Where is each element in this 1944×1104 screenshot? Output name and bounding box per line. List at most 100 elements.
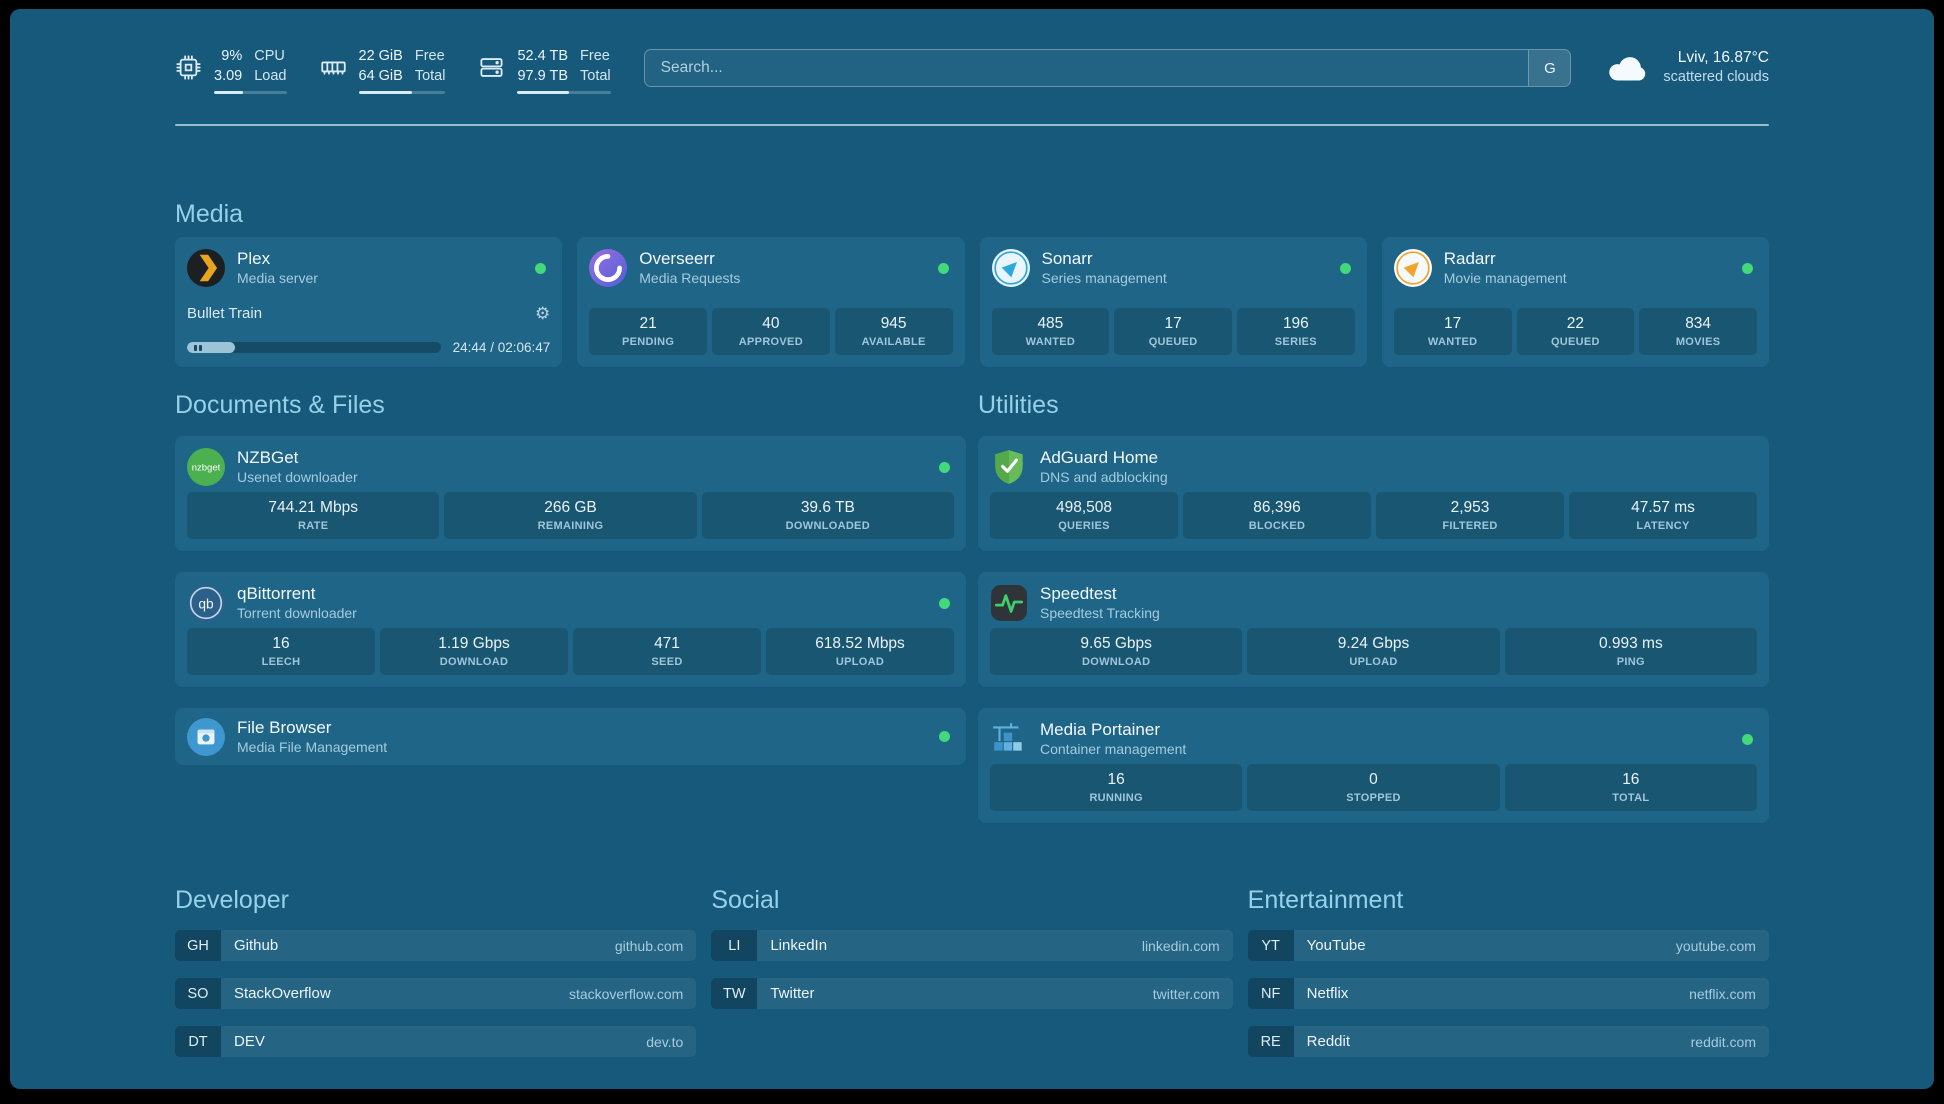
weather-widget[interactable]: Lviv, 16.87°C scattered clouds — [1604, 48, 1769, 87]
stat-tile: 17 QUEUED — [1114, 308, 1232, 355]
filebrowser-icon — [187, 717, 225, 756]
service-desc: Media Requests — [639, 270, 741, 286]
stat-tile: 22 QUEUED — [1516, 308, 1635, 355]
bookmark-abbr: YT — [1247, 930, 1294, 961]
stat-tile: 17 WANTED — [1393, 308, 1512, 355]
stat-tile: 2,953 FILTERED — [1376, 492, 1564, 539]
cloud-icon — [1604, 52, 1650, 84]
cpu-icon — [175, 46, 202, 81]
stat-tile: 471 SEED — [573, 628, 761, 675]
service-desc: DNS and adblocking — [1040, 469, 1168, 485]
bookmark-domain: netflix.com — [1689, 985, 1756, 1002]
playback-time: 24:44 / 02:06:47 — [452, 340, 551, 355]
service-desc: Series management — [1041, 270, 1167, 286]
stat-tile: 0 STOPPED — [1247, 764, 1500, 811]
stat-tile: 945 AVAILABLE — [834, 308, 953, 355]
search-provider-button[interactable]: G — [1528, 50, 1571, 86]
section-title-media: Media — [175, 200, 244, 228]
status-dot — [535, 262, 547, 274]
service-name: AdGuard Home — [1040, 448, 1159, 467]
service-card-filebrowser[interactable]: File Browser Media File Management — [175, 708, 966, 765]
service-name: qBittorrent — [237, 584, 316, 603]
service-card-overseerr[interactable]: Overseerr Media Requests 21 PENDING 40 APP… — [577, 237, 965, 367]
bookmark-abbr: RE — [1247, 1026, 1294, 1057]
bookmark-group-title: Entertainment — [1247, 886, 1404, 914]
cpu-usage-bar — [214, 91, 287, 94]
status-dot — [1742, 733, 1753, 745]
disk-usage-bar-fill — [517, 91, 569, 94]
playback-progress-bar[interactable] — [187, 342, 441, 353]
service-name: Media Portainer — [1040, 720, 1161, 739]
disk-total-value: 97.9 TB — [517, 68, 569, 84]
memory-free-label: Free — [414, 48, 445, 64]
bookmark-netflix[interactable]: NF Netflix netflix.com — [1247, 978, 1769, 1009]
dashboard-screen: 9% 3.09 CPU Load — [10, 9, 1934, 1089]
service-card-speedtest[interactable]: Speedtest Speedtest Tracking 9.65 Gbps DO… — [978, 572, 1769, 687]
service-name: Plex — [237, 249, 271, 268]
service-card-qbittorrent[interactable]: qb qBittorrent Torrent downloader 16 LEEC… — [175, 572, 966, 687]
service-desc: Media server — [237, 270, 318, 286]
bookmark-youtube[interactable]: YT YouTube youtube.com — [1247, 930, 1769, 961]
service-card-radarr[interactable]: Radarr Movie management 17 WANTED 22 QUEUE… — [1381, 237, 1769, 367]
bookmark-abbr: NF — [1247, 978, 1294, 1009]
bookmark-stackoverflow[interactable]: SO StackOverflow stackoverflow.com — [175, 978, 697, 1009]
bookmark-github[interactable]: GH Github github.com — [175, 930, 697, 961]
bookmark-twitter[interactable]: TW Twitter twitter.com — [711, 978, 1233, 1009]
utilities-column: Utilities AdGuard Home DNS and adblockin… — [978, 390, 1769, 823]
service-desc: Container management — [1040, 741, 1187, 757]
service-card-adguard[interactable]: AdGuard Home DNS and adblocking 498,508 Q… — [978, 436, 1769, 551]
gear-icon[interactable]: ⚙ — [535, 304, 551, 323]
stat-tile: 47.57 ms LATENCY — [1569, 492, 1757, 539]
bookmark-name: Netflix — [1306, 985, 1349, 1002]
memory-icon — [320, 46, 347, 81]
stat-tile: 196 SERIES — [1237, 308, 1355, 355]
service-card-plex[interactable]: Plex Media server Bullet Train ⚙ 24:44 /… — [175, 237, 563, 367]
memory-total-value: 64 GiB — [358, 68, 403, 84]
bookmark-linkedin[interactable]: LI LinkedIn linkedin.com — [711, 930, 1233, 961]
bookmark-group-developer: Developer GH Github github.com SO StackOv… — [175, 885, 697, 1074]
svg-text:qb: qb — [198, 596, 214, 611]
cpu-usage-bar-fill — [214, 91, 243, 94]
stat-tile: 16 TOTAL — [1504, 764, 1757, 811]
svg-text:nzbget: nzbget — [192, 463, 221, 474]
pause-icon — [194, 344, 197, 351]
disk-icon — [478, 46, 505, 81]
service-name: Radarr — [1443, 249, 1496, 268]
service-card-portainer[interactable]: Media Portainer Container management 16 R… — [978, 708, 1769, 823]
stat-tile: 266 GB REMAINING — [444, 492, 697, 539]
service-name: Sonarr — [1041, 249, 1093, 268]
bookmark-group-social: Social LI LinkedIn linkedin.com TW Twitte… — [711, 885, 1233, 1026]
bookmark-domain: youtube.com — [1675, 937, 1756, 954]
bookmark-name: Github — [234, 937, 279, 954]
now-playing-title: Bullet Train — [187, 305, 263, 322]
bookmark-dev[interactable]: DT DEV dev.to — [175, 1026, 697, 1057]
disk-free-value: 52.4 TB — [517, 48, 569, 64]
stat-tile: 9.24 Gbps UPLOAD — [1247, 628, 1500, 675]
bookmark-domain: reddit.com — [1690, 1033, 1756, 1050]
bookmark-name: DEV — [234, 1033, 265, 1050]
cpu-widget: 9% 3.09 CPU Load — [175, 46, 287, 94]
search-bar: G — [643, 49, 1572, 87]
stat-tile: 9.65 Gbps DOWNLOAD — [990, 628, 1243, 675]
bookmark-name: StackOverflow — [234, 985, 331, 1002]
bookmark-reddit[interactable]: RE Reddit reddit.com — [1247, 1026, 1769, 1057]
search-input[interactable] — [644, 50, 1529, 86]
bookmark-domain: github.com — [614, 937, 684, 954]
stat-tile: 16 RUNNING — [990, 764, 1243, 811]
cpu-load-value: 3.09 — [214, 68, 243, 84]
stat-tile: 498,508 QUERIES — [990, 492, 1178, 539]
service-name: File Browser — [237, 717, 332, 737]
service-card-sonarr[interactable]: Sonarr Series management 485 WANTED 17 QUE… — [979, 237, 1367, 367]
service-desc: Movie management — [1443, 270, 1567, 286]
disk-widget: 52.4 TB 97.9 TB Free Total — [478, 46, 611, 94]
topbar-divider — [175, 124, 1769, 126]
bookmark-domain: linkedin.com — [1141, 937, 1220, 954]
service-name: NZBGet — [237, 448, 299, 467]
stat-tile: 485 WANTED — [991, 308, 1110, 355]
service-card-nzbget[interactable]: nzbget NZBGet Usenet downloader 744.21 M… — [175, 436, 966, 551]
portainer-icon — [990, 720, 1028, 758]
adguard-icon — [990, 448, 1028, 486]
bookmark-group-title: Developer — [175, 886, 289, 914]
bookmark-domain: stackoverflow.com — [568, 985, 684, 1002]
disk-usage-bar — [517, 91, 611, 94]
